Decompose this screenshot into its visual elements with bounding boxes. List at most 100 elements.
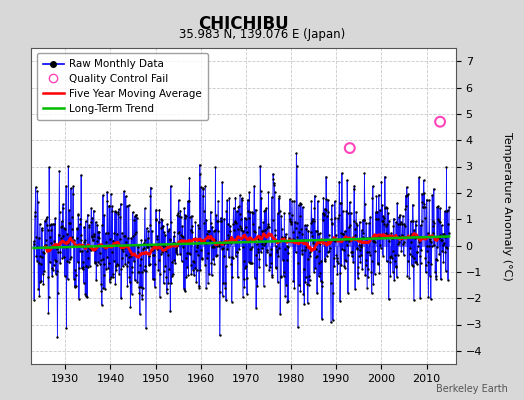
Point [310,204,319,211]
Point [121,261,129,267]
Point [436,205,444,211]
Point [156,270,165,277]
Point [347,249,356,255]
Point [361,201,369,208]
Point [179,234,188,240]
Point [408,262,416,268]
Point [314,230,322,237]
Point [337,200,345,206]
Point [390,276,398,283]
Point [195,162,204,168]
Point [248,244,256,250]
Point [232,252,240,259]
Point [136,311,144,317]
Point [68,214,77,220]
Point [372,216,380,222]
Point [243,291,251,298]
Point [322,174,330,180]
Point [105,203,113,209]
Point [51,258,60,264]
Point [207,220,215,227]
Point [422,261,430,268]
Point [189,258,198,265]
Point [85,222,93,228]
Point [388,269,397,275]
Point [63,258,71,264]
Point [173,229,182,236]
Point [217,217,225,224]
Point [417,222,425,228]
Point [358,266,366,272]
Point [92,219,100,225]
Point [60,238,69,245]
Point [290,198,298,204]
Point [196,267,204,273]
Point [379,213,387,220]
Point [107,191,115,197]
Point [231,218,239,225]
Point [261,227,270,234]
Point [368,258,376,264]
Point [191,235,199,242]
Point [220,253,228,259]
Point [303,300,312,306]
Point [392,219,400,225]
Point [386,259,394,265]
Point [394,252,402,258]
Point [220,216,228,222]
Point [203,231,211,237]
Point [157,224,165,231]
Point [75,221,84,228]
Point [148,227,156,234]
Point [178,258,186,264]
Point [79,258,87,265]
Point [340,247,348,254]
Point [353,222,362,228]
Point [184,272,192,278]
Point [79,264,87,271]
Point [168,240,177,246]
Point [409,218,417,224]
Point [39,270,47,277]
Point [112,209,121,215]
Point [374,261,382,267]
Point [399,240,407,247]
Point [275,244,283,251]
Point [373,209,381,215]
Point [439,230,447,237]
Point [438,237,446,243]
Point [150,252,159,258]
Point [264,221,272,228]
Point [423,243,431,250]
Point [370,238,378,244]
Point [291,249,300,256]
Point [263,248,271,255]
Point [74,211,83,218]
Point [402,184,411,190]
Point [76,215,84,222]
Point [289,278,298,285]
Point [269,176,278,182]
Point [110,230,118,236]
Point [190,236,199,242]
Point [64,258,73,265]
Point [348,234,357,240]
Point [286,216,294,223]
Point [434,203,442,210]
Point [364,266,373,272]
Point [133,269,141,276]
Point [318,279,326,286]
Point [66,256,74,262]
Point [139,284,147,291]
Point [318,283,326,290]
Point [140,240,148,246]
Point [323,249,332,256]
Point [279,272,288,279]
Point [444,276,452,283]
Point [42,214,51,220]
Point [41,243,50,249]
Point [277,274,285,280]
Point [115,206,123,212]
Point [285,235,293,241]
Point [112,267,121,273]
